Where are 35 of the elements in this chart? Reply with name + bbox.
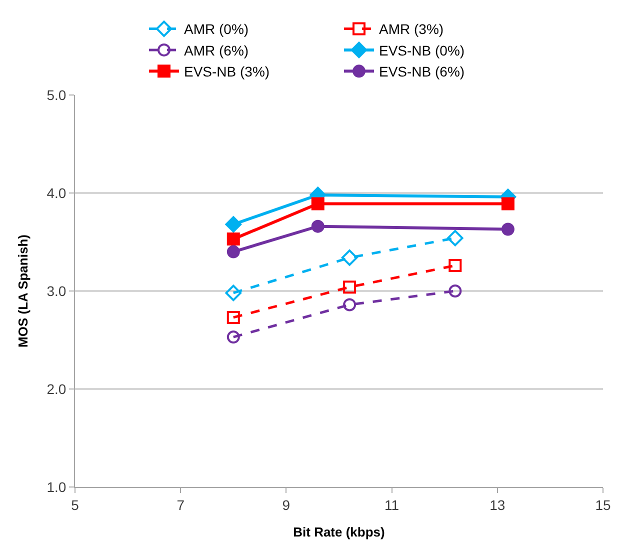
point: [225, 284, 242, 302]
point: [448, 284, 462, 298]
point: [341, 250, 358, 266]
y-tick-label: 4.0: [46, 184, 66, 201]
y-tick-label: 1.0: [46, 478, 66, 495]
point: [311, 197, 324, 210]
y-tick-label: 5.0: [46, 86, 66, 103]
point: [343, 280, 356, 294]
legend-label: AMR (0%): [184, 21, 249, 38]
legend-label: EVS-NB (0%): [379, 42, 465, 58]
x-tick-label: 11: [384, 496, 400, 513]
point: [226, 310, 240, 324]
x-tick-label: 5: [71, 496, 80, 513]
point: [501, 197, 514, 210]
point: [343, 298, 356, 312]
y-axis-title: MOS (LA Spanish): [16, 234, 31, 348]
y-tick-label: 2.0: [46, 380, 66, 397]
x-tick-label: 15: [595, 496, 611, 513]
x-tick-label: 7: [176, 496, 185, 513]
legend-label: EVS-NB (3%): [184, 64, 270, 80]
point: [226, 232, 240, 246]
x-tick-label: 13: [490, 496, 506, 513]
point: [448, 259, 462, 272]
point: [447, 230, 464, 246]
legend-label: AMR (3%): [379, 21, 444, 38]
point: [226, 245, 240, 258]
x-tick-label: 9: [282, 496, 290, 513]
x-axis-title: Bit Rate (kbps): [293, 524, 385, 540]
point: [311, 220, 324, 233]
legend-label: EVS-NB (6%): [379, 64, 465, 80]
point: [226, 330, 240, 344]
point: [225, 216, 242, 233]
legend-label: AMR (6%): [184, 42, 249, 58]
point: [501, 222, 514, 236]
y-tick-label: 3.0: [46, 282, 66, 299]
